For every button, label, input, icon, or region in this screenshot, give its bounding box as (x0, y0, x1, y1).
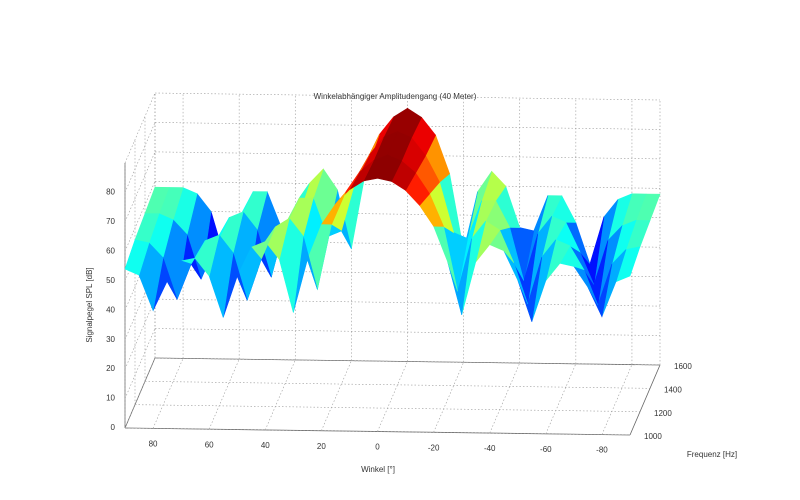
y-tick-label: 1400 (664, 385, 682, 394)
z-tick-label: 0 (111, 423, 116, 432)
grid-line (134, 404, 641, 412)
grid-line (124, 328, 156, 399)
grid-line (377, 361, 408, 432)
x-axis-label: Winkel [°] (361, 465, 395, 474)
grid-line (545, 363, 577, 434)
grid-line (321, 360, 352, 431)
y-tick-label: 1200 (654, 409, 672, 418)
grid-line (208, 359, 240, 430)
chart-title: Winkelabhängiger Amplitudengang (40 Mete… (314, 92, 477, 101)
grid-line (601, 364, 633, 435)
y-tick-label: 1000 (644, 432, 662, 441)
grid-line (144, 381, 651, 389)
z-axis-label: Signalpegel SPL [dB] (85, 267, 94, 342)
axis-box (124, 92, 156, 164)
z-tick-label: 30 (106, 335, 115, 344)
surface-patch (124, 239, 150, 276)
axis-box (629, 364, 661, 436)
z-tick-label: 40 (106, 305, 115, 314)
grid-line (152, 358, 184, 429)
grid-line (124, 357, 156, 429)
x-tick-label: 20 (317, 442, 326, 451)
z-tick-label: 50 (106, 276, 115, 285)
grid-line (433, 362, 464, 433)
x-tick-label: -40 (484, 444, 496, 453)
grid-line (124, 427, 631, 436)
z-tick-label: 60 (106, 246, 115, 255)
x-tick-label: 80 (149, 439, 158, 448)
y-axis-label: Frequenz [Hz] (687, 450, 737, 459)
z-tick-label: 20 (106, 364, 115, 373)
axis-box (154, 92, 661, 101)
grid-line (124, 181, 156, 252)
x-tick-label: 60 (205, 440, 214, 449)
x-tick-label: -20 (428, 443, 440, 452)
grid-line (154, 357, 661, 366)
y-tick-label: 1600 (674, 362, 692, 371)
grid-line (124, 151, 156, 223)
grid-line (265, 359, 296, 431)
grid-line (124, 298, 156, 370)
x-tick-label: 0 (375, 443, 380, 452)
z-tick-label: 70 (106, 217, 115, 226)
x-tick-label: -60 (540, 445, 552, 454)
grid-line (124, 122, 156, 193)
z-tick-label: 80 (106, 188, 115, 197)
grid-line (154, 298, 661, 307)
grid-line (489, 362, 520, 434)
x-tick-label: 40 (261, 441, 270, 450)
z-tick-label: 10 (106, 394, 115, 403)
x-tick-label: -80 (596, 446, 608, 455)
